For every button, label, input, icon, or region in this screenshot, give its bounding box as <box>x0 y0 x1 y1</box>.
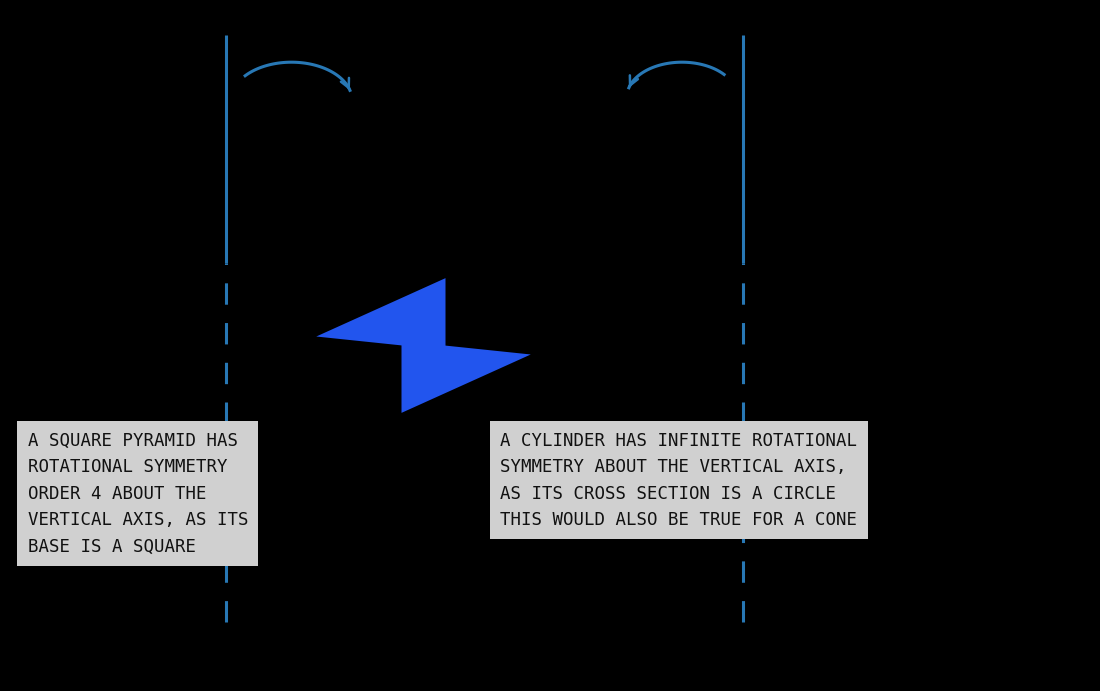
Polygon shape <box>402 341 530 413</box>
Text: A CYLINDER HAS INFINITE ROTATIONAL
SYMMETRY ABOUT THE VERTICAL AXIS,
AS ITS CROS: A CYLINDER HAS INFINITE ROTATIONAL SYMME… <box>500 432 858 529</box>
Text: A SQUARE PYRAMID HAS
ROTATIONAL SYMMETRY
ORDER 4 ABOUT THE
VERTICAL AXIS, AS ITS: A SQUARE PYRAMID HAS ROTATIONAL SYMMETRY… <box>28 432 248 556</box>
Polygon shape <box>317 278 446 350</box>
